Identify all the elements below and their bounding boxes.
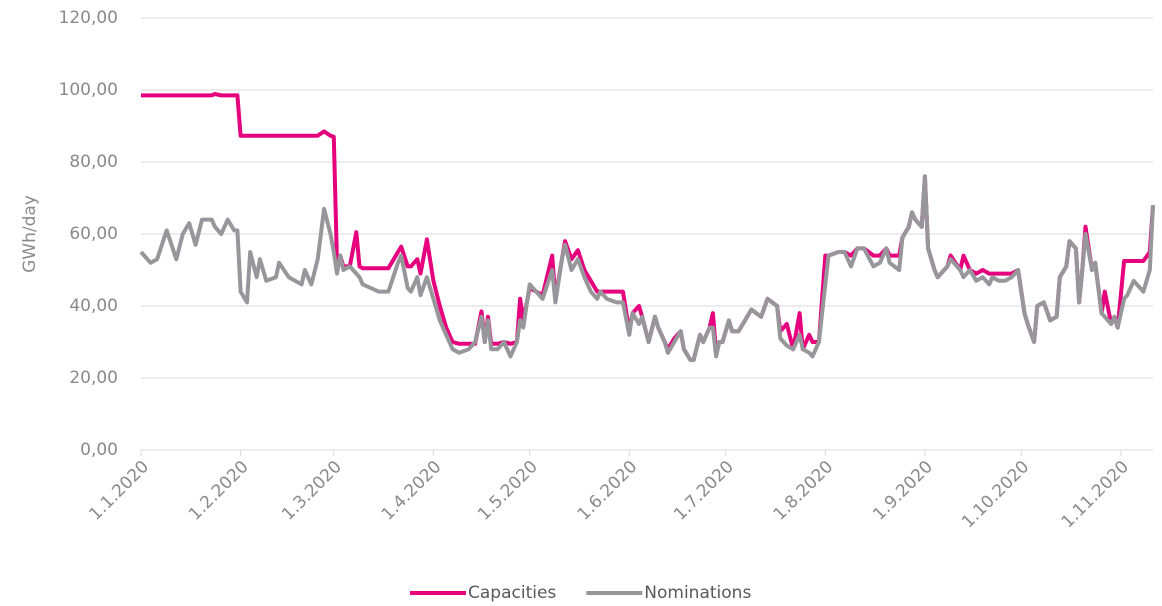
x-tick-label: 1.9.2020	[869, 457, 937, 525]
y-tick-label: 100,00	[59, 80, 118, 100]
x-tick-label: 1.8.2020	[770, 457, 838, 525]
x-tick-label: 1.1.2020	[85, 457, 153, 525]
x-tick-label: 1.7.2020	[670, 457, 738, 525]
x-tick-label: 1.4.2020	[378, 457, 446, 525]
y-tick-label: 60,00	[69, 224, 118, 244]
y-axis-title: GWh/day	[20, 195, 40, 273]
x-tick-label: 1.5.2020	[474, 457, 542, 525]
x-tick-label: 1.3.2020	[278, 457, 346, 525]
x-tick-label: 1.2.2020	[185, 457, 253, 525]
series-line	[139, 174, 1155, 362]
x-tick-label: 1.6.2020	[574, 457, 642, 525]
y-tick-label: 80,00	[69, 152, 118, 172]
y-tick-label: 120,00	[59, 8, 118, 28]
y-tick-label: 20,00	[69, 368, 118, 388]
y-tick-label: 0,00	[80, 440, 118, 460]
y-tick-label: 40,00	[69, 296, 118, 316]
legend-label: Nominations	[644, 583, 751, 603]
x-tick-label: 1.11.2020	[1058, 457, 1133, 532]
legend-label: Capacities	[468, 583, 556, 603]
x-tick-label: 1.10.2020	[958, 457, 1033, 532]
series-line	[141, 92, 1155, 362]
